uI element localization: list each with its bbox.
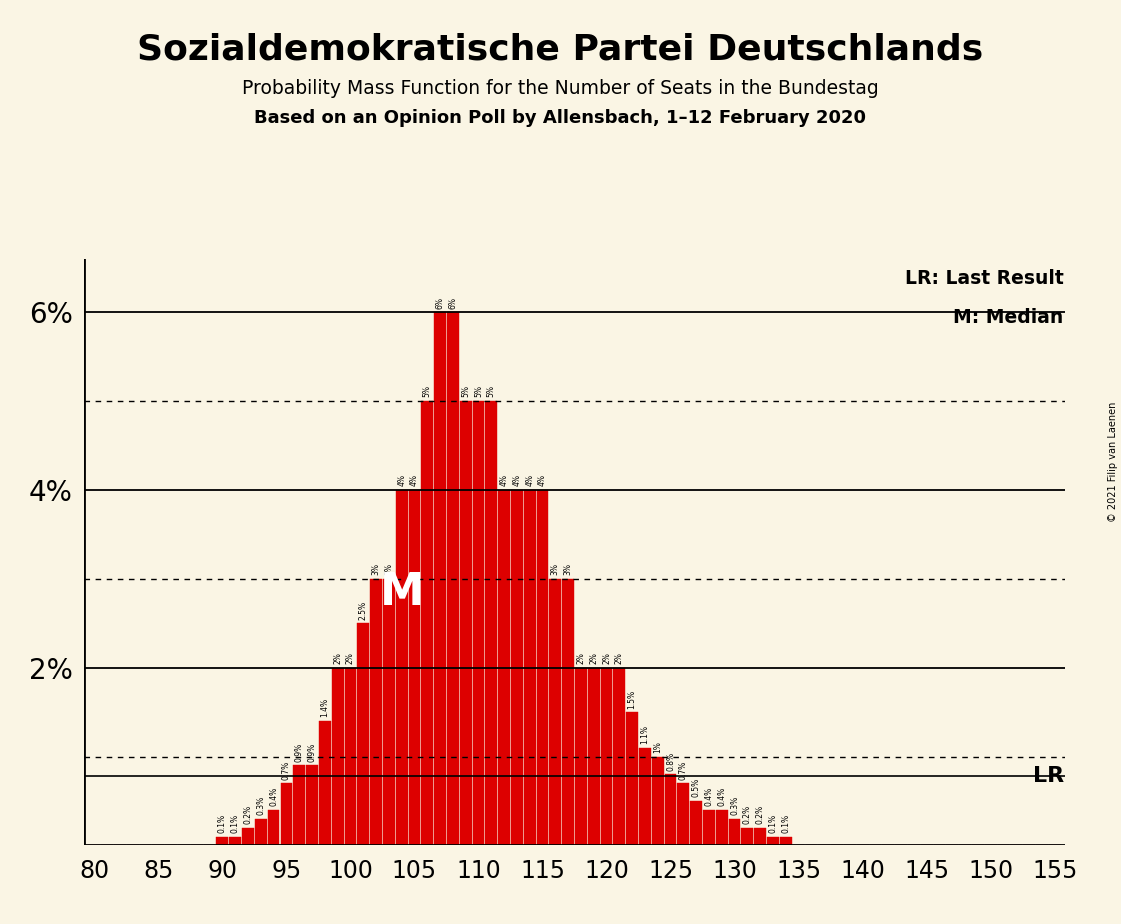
Text: 2%: 2% [346,652,355,664]
Text: 0.4%: 0.4% [717,787,726,807]
Bar [306,765,318,845]
Text: 0.7%: 0.7% [281,760,290,780]
Text: 0.5%: 0.5% [692,778,701,797]
Text: 5%: 5% [461,385,470,397]
Bar [691,801,702,845]
Bar [242,828,253,845]
Text: 0.4%: 0.4% [269,787,278,807]
Bar [254,819,267,845]
Text: 0.4%: 0.4% [704,787,713,807]
Bar [473,401,484,845]
Text: 0.3%: 0.3% [257,796,266,815]
Bar [268,810,279,845]
Bar [780,836,791,845]
Text: 4%: 4% [538,474,547,486]
Bar [332,668,343,845]
Bar [537,490,548,845]
Text: 4%: 4% [410,474,419,486]
Bar [741,828,753,845]
Bar [434,312,446,845]
Text: 2%: 2% [333,652,342,664]
Text: 1%: 1% [654,741,663,753]
Bar [511,490,522,845]
Bar [601,668,612,845]
Text: 0.9%: 0.9% [307,743,316,762]
Bar [318,721,331,845]
Bar [447,312,458,845]
Bar [665,774,676,845]
Text: 3%: 3% [550,564,559,576]
Bar [627,712,638,845]
Text: LR: Last Result: LR: Last Result [905,270,1064,288]
Bar [575,668,586,845]
Text: LR: LR [1032,766,1064,786]
Bar [485,401,498,845]
Bar [370,578,382,845]
Text: 5%: 5% [487,385,495,397]
Text: 0.2%: 0.2% [756,805,765,824]
Text: 4%: 4% [526,474,535,486]
Text: 2%: 2% [602,652,611,664]
Bar [358,623,369,845]
Bar [549,578,562,845]
Text: 0.3%: 0.3% [730,796,739,815]
Bar [498,490,510,845]
Bar [613,668,626,845]
Bar [754,828,766,845]
Text: Based on an Opinion Poll by Allensbach, 1–12 February 2020: Based on an Opinion Poll by Allensbach, … [254,109,867,127]
Bar [767,836,779,845]
Bar [677,784,689,845]
Text: 0.1%: 0.1% [217,814,226,833]
Text: 0.1%: 0.1% [769,814,778,833]
Text: 0.8%: 0.8% [666,751,675,771]
Bar [651,757,664,845]
Bar [587,668,600,845]
Text: 5%: 5% [474,385,483,397]
Text: 3%: 3% [385,564,393,576]
Bar [396,490,408,845]
Text: 0.2%: 0.2% [243,805,252,824]
Bar [280,784,293,845]
Text: 2.5%: 2.5% [359,601,368,620]
Bar [294,765,305,845]
Text: 3%: 3% [564,564,573,576]
Text: 1.5%: 1.5% [628,689,637,709]
Text: 1.4%: 1.4% [321,699,330,717]
Text: 5%: 5% [423,385,432,397]
Text: © 2021 Filip van Laenen: © 2021 Filip van Laenen [1109,402,1118,522]
Bar [383,578,395,845]
Text: 2%: 2% [590,652,599,664]
Bar [703,810,715,845]
Text: 6%: 6% [448,297,457,309]
Text: Probability Mass Function for the Number of Seats in the Bundestag: Probability Mass Function for the Number… [242,79,879,98]
Text: M: M [379,571,424,614]
Bar [729,819,741,845]
Text: 4%: 4% [512,474,521,486]
Bar [421,401,433,845]
Text: 0.9%: 0.9% [295,743,304,762]
Bar [408,490,420,845]
Text: 0.1%: 0.1% [231,814,240,833]
Text: 1.1%: 1.1% [640,725,649,744]
Bar [639,748,651,845]
Bar [216,836,229,845]
Text: 2%: 2% [576,652,585,664]
Bar [460,401,472,845]
Text: 0.7%: 0.7% [679,760,688,780]
Bar [230,836,241,845]
Text: 3%: 3% [371,564,380,576]
Bar [524,490,536,845]
Text: 4%: 4% [500,474,509,486]
Text: 0.1%: 0.1% [781,814,790,833]
Bar [716,810,728,845]
Text: 4%: 4% [397,474,406,486]
Bar [563,578,574,845]
Text: Sozialdemokratische Partei Deutschlands: Sozialdemokratische Partei Deutschlands [138,32,983,67]
Text: M: Median: M: Median [954,308,1064,326]
Text: 0.2%: 0.2% [743,805,752,824]
Text: 6%: 6% [436,297,445,309]
Text: 2%: 2% [614,652,623,664]
Bar [344,668,356,845]
